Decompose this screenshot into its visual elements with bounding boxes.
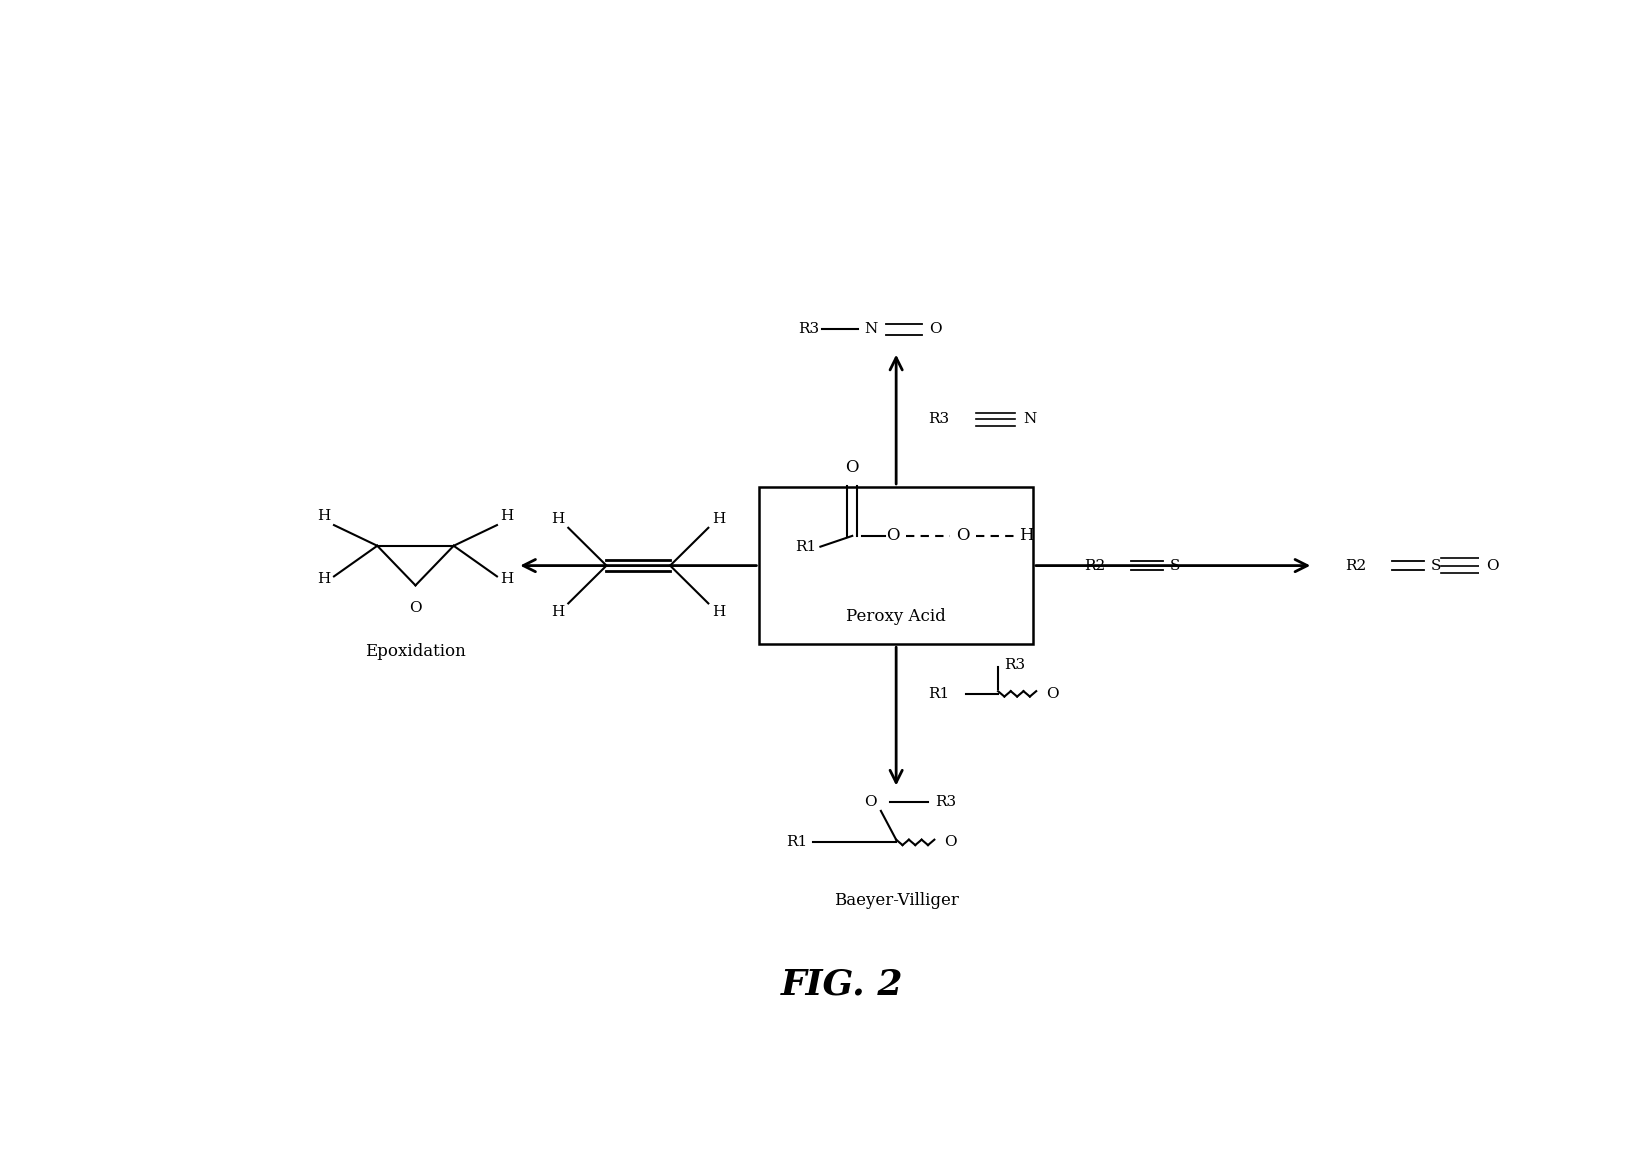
Text: R2: R2 [1084,559,1106,573]
Text: H: H [552,512,565,526]
Text: H: H [501,572,514,586]
Text: H: H [317,509,330,523]
Text: O: O [409,601,422,615]
Text: O: O [1047,687,1060,701]
Text: O: O [956,527,969,545]
Text: H: H [711,512,725,526]
Text: O: O [945,836,958,850]
Text: H: H [711,606,725,620]
Bar [759,486,1033,644]
Text: H: H [552,606,565,620]
Text: R1: R1 [928,687,950,701]
Text: R3: R3 [1004,658,1025,672]
Text: N: N [864,323,877,337]
Text: O: O [1487,559,1498,573]
Text: O: O [864,795,877,809]
Text: H: H [1019,527,1033,545]
Text: R3: R3 [935,795,956,809]
Text: R1: R1 [795,540,817,554]
Text: FIG. 2: FIG. 2 [780,968,904,1002]
Text: Peroxy Acid: Peroxy Acid [846,608,946,624]
Text: O: O [846,458,859,476]
Text: R2: R2 [1346,559,1367,573]
Text: R3: R3 [928,413,950,427]
Text: R1: R1 [785,836,807,850]
Text: O: O [886,527,900,545]
Text: O: O [930,323,941,337]
Text: Baeyer-Villiger: Baeyer-Villiger [833,892,958,909]
Text: H: H [317,572,330,586]
Text: S: S [1170,559,1180,573]
Text: N: N [1024,413,1037,427]
Text: R3: R3 [798,323,820,337]
Text: Epoxidation: Epoxidation [365,643,467,659]
Text: S: S [1431,559,1441,573]
Text: H: H [501,509,514,523]
